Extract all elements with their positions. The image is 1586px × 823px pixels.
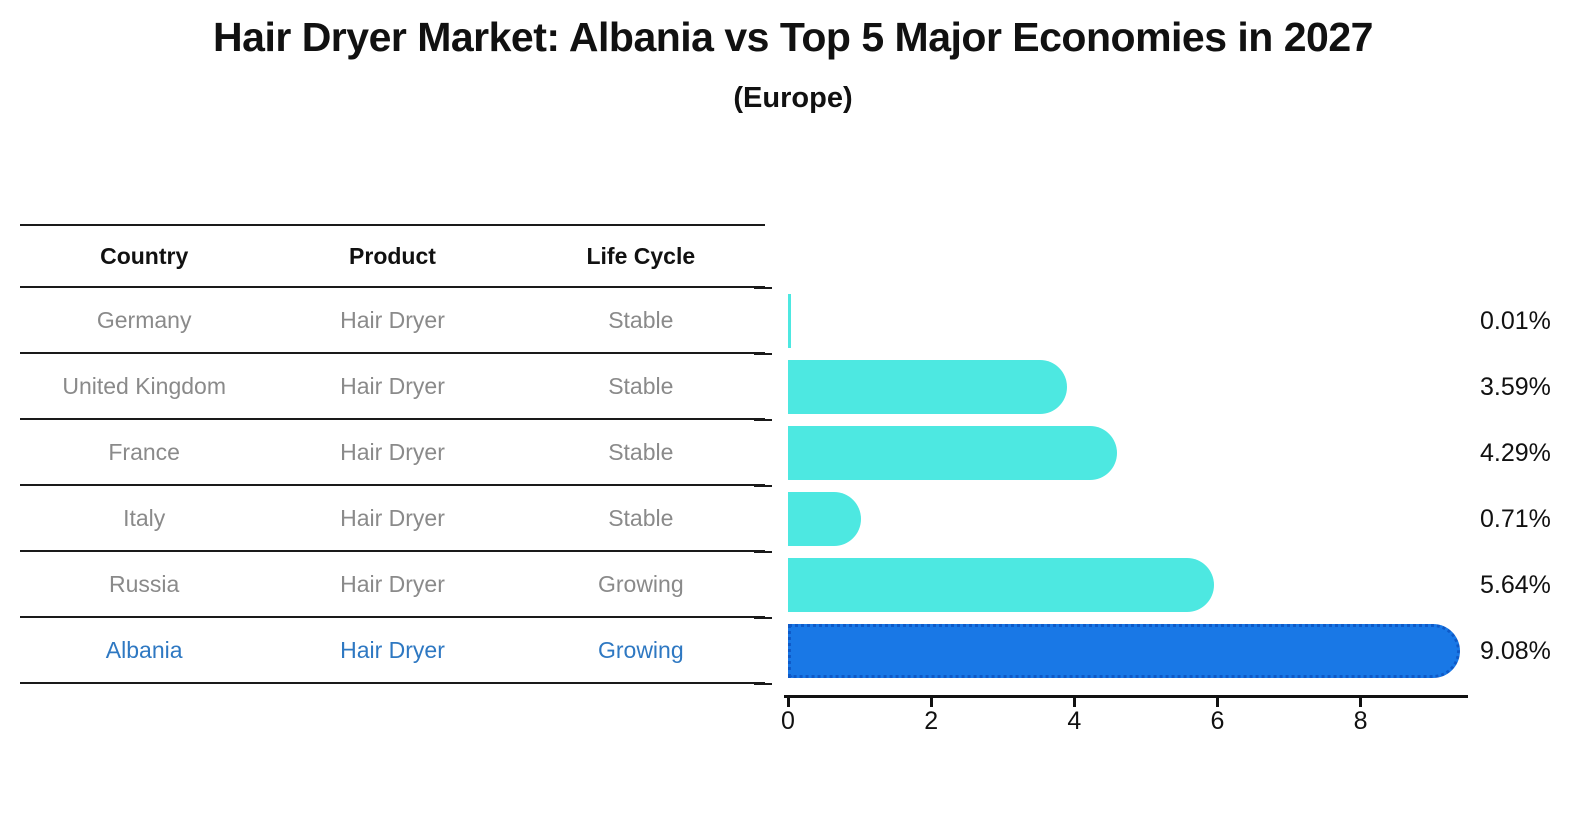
cell-country: Albania [105,636,183,663]
y-axis-tick [754,551,772,553]
x-axis-tick-label: 0 [781,707,795,735]
x-axis-tick-label: 2 [924,707,939,735]
y-axis-tick [754,485,772,487]
bar-albania [788,624,1460,678]
cell-product: Hair Dryer [340,306,445,333]
cell-life-cycle: Stable [608,438,674,465]
country-table: Country Product Life Cycle Germany Hair … [20,224,765,684]
bar-value-label-albania: 9.08% [1480,637,1551,665]
cell-country: France [108,438,180,465]
bar-value-label-france: 4.29% [1480,439,1551,467]
y-axis-tick [754,419,772,421]
bar-value-label-italy: 0.71% [1480,505,1551,533]
table-row-russia: Russia Hair Dryer Growing [20,552,765,618]
x-axis-tick-label: 6 [1210,707,1225,735]
bar-germany [788,294,791,348]
cell-product: Hair Dryer [340,570,445,597]
table-row-albania: Albania Hair Dryer Growing [20,618,765,684]
x-axis-tick [786,698,790,707]
chart-title: Hair Dryer Market: Albania vs Top 5 Majo… [213,14,1373,60]
x-axis-tick [1359,698,1363,707]
bar-russia [788,558,1214,612]
chart-subtitle: (Europe) [733,82,853,114]
y-axis-tick [754,353,772,355]
cell-product: Hair Dryer [340,438,445,465]
column-header-life-cycle: Life Cycle [586,242,696,269]
bar-value-label-united-kingdom: 3.59% [1480,373,1551,401]
column-header-country: Country [100,242,189,269]
cell-product: Hair Dryer [340,372,445,399]
y-axis-tick [754,617,772,619]
cell-country: United Kingdom [62,372,226,399]
table-row-italy: Italy Hair Dryer Stable [20,486,765,552]
bar-united-kingdom [788,360,1067,414]
cell-country: Russia [109,570,180,597]
table-row-germany: Germany Hair Dryer Stable [20,288,765,354]
bar-value-label-russia: 5.64% [1480,571,1551,599]
cell-life-cycle: Growing [597,570,684,597]
cell-product: Hair Dryer [340,636,445,663]
column-header-product: Product [349,242,436,269]
x-axis-tick-label: 4 [1067,707,1082,735]
x-axis-tick [1072,698,1076,707]
x-axis-tick-label: 8 [1353,707,1368,735]
x-axis-tick [929,698,933,707]
cell-life-cycle: Stable [608,372,674,399]
y-axis-tick [754,287,772,289]
cell-life-cycle: Growing [597,636,684,663]
y-axis-tick [754,683,772,685]
cell-product: Hair Dryer [340,504,445,531]
bar-value-label-germany: 0.01% [1480,307,1551,335]
x-axis-line [784,695,1468,698]
cell-country: Italy [123,504,166,531]
table-row-united-kingdom: United Kingdom Hair Dryer Stable [20,354,765,420]
table-header-row: Country Product Life Cycle [20,226,765,288]
cell-life-cycle: Stable [608,504,674,531]
table-row-france: France Hair Dryer Stable [20,420,765,486]
x-axis-tick [1215,698,1219,707]
cell-country: Germany [96,306,192,333]
bar-france [788,426,1118,480]
cell-life-cycle: Stable [608,306,674,333]
bar-italy [788,492,861,546]
